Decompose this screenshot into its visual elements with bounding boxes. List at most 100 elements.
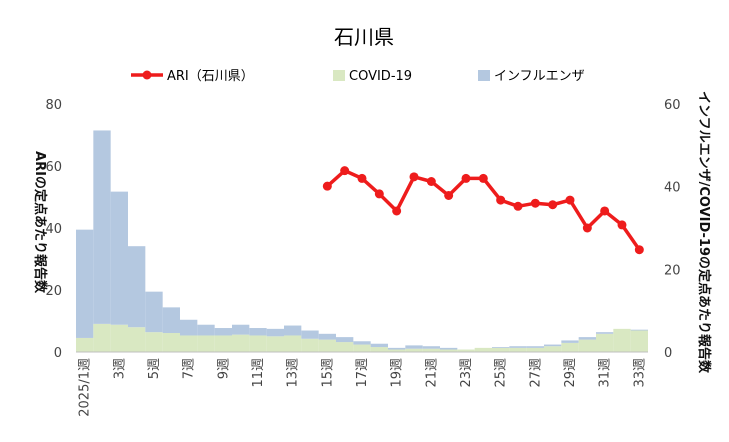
covid-bar [232,334,250,352]
ari-point [496,195,506,205]
legend-flu-swatch [478,70,490,81]
influenza-bar [284,325,302,336]
covid-bar [370,347,388,352]
covid-bar [162,332,180,352]
left-y-tick-label: 80 [45,98,62,113]
ari-point [617,220,627,230]
ari-point [392,206,402,216]
ari-point [409,172,419,182]
ari-point [582,223,592,233]
x-tick-label: 11週 [251,358,266,388]
covid-bar [561,342,579,352]
covid-bar [145,332,163,352]
influenza-bar [526,346,544,348]
covid-bar [180,335,198,352]
ari-point [374,189,384,199]
x-tick-label: 33週 [632,358,647,388]
covid-bar [544,346,562,352]
covid-bar [266,336,284,352]
ari-point [478,173,488,183]
influenza-bar [180,319,198,336]
influenza-bar [388,347,406,350]
right-y-tick-label: 20 [664,263,681,278]
covid-bar [457,349,475,352]
influenza-bar [318,333,336,340]
covid-bar [128,327,146,352]
influenza-bar [301,330,319,339]
influenza-bar [596,332,614,334]
ari-point [600,206,610,216]
covid-bar [440,349,458,352]
covid-bar [214,335,232,352]
right-y-tick-label: 40 [664,181,681,196]
covid-bar [422,348,440,352]
legend: ARI（石川県） COVID-19 インフルエンザ [131,69,585,84]
ari-point [513,201,523,211]
x-tick-label: 3週 [112,358,127,379]
covid-bar [405,348,423,352]
ari-line-layer [322,166,644,255]
covid-bar [353,344,371,352]
influenza-bar [370,343,388,348]
covid-bar [76,337,94,352]
influenza-bar [266,328,284,337]
ari-point [461,173,471,183]
x-tick-label: 23週 [459,358,474,388]
covid-bar [526,347,544,352]
right-y-tick-label: 0 [664,346,672,361]
ari-point [444,190,454,200]
influenza-bar [162,307,180,333]
legend-covid-swatch [333,70,345,81]
x-tick-label: 5週 [147,358,162,379]
influenza-bar [249,328,267,336]
influenza-bar [214,328,232,336]
x-tick-label: 31週 [598,358,613,388]
x-tick-label: 2025/1週 [78,358,93,417]
influenza-bar [76,229,94,338]
covid-bar [492,347,510,352]
influenza-bar [492,347,510,348]
influenza-bar [422,346,440,349]
right-axis-title: インフルエンザ/COVID-19の定点あたり報告数 [696,91,712,374]
x-tick-label: 27週 [528,358,543,388]
influenza-bar [93,130,111,324]
x-tick-label: 9週 [216,358,231,379]
ari-point [548,200,558,210]
ari-point [565,195,575,205]
left-y-tick-label: 40 [45,222,62,237]
legend-covid-label: COVID-19 [349,69,412,84]
left-y-tick-label: 0 [54,346,62,361]
covid-bar [578,339,596,352]
ari-point [426,177,436,186]
ari-point [357,173,367,183]
x-tick-label: 19週 [390,358,405,388]
legend-ari-marker [142,70,152,80]
covid-bar [197,335,215,352]
bar-layer [76,130,648,352]
ari-point [634,245,644,255]
covid-bar [596,333,614,352]
x-tick-label: 25週 [494,358,509,388]
covid-bar [630,330,648,352]
influenza-bar [544,344,562,347]
x-tick-label: 13週 [286,358,301,388]
tick-layer: 0 20 40 60 80 0 20 40 60 2025/1週 3週 5週 7週 9週 11週 13週 15週… [45,98,680,417]
covid-bar [301,338,319,352]
influenza-bar [405,345,423,349]
influenza-bar [336,337,354,343]
covid-bar [110,324,128,352]
influenza-bar [110,191,128,325]
covid-bar [93,323,111,352]
left-y-tick-label: 20 [45,284,62,299]
influenza-bar [561,340,579,343]
influenza-bar [197,324,215,336]
legend-ari-label: ARI（石川県） [167,69,254,84]
influenza-bar [630,329,648,331]
covid-bar [474,347,492,352]
covid-bar [318,339,336,352]
covid-bar [284,335,302,352]
ari-point [530,198,540,208]
covid-bar [388,349,406,352]
